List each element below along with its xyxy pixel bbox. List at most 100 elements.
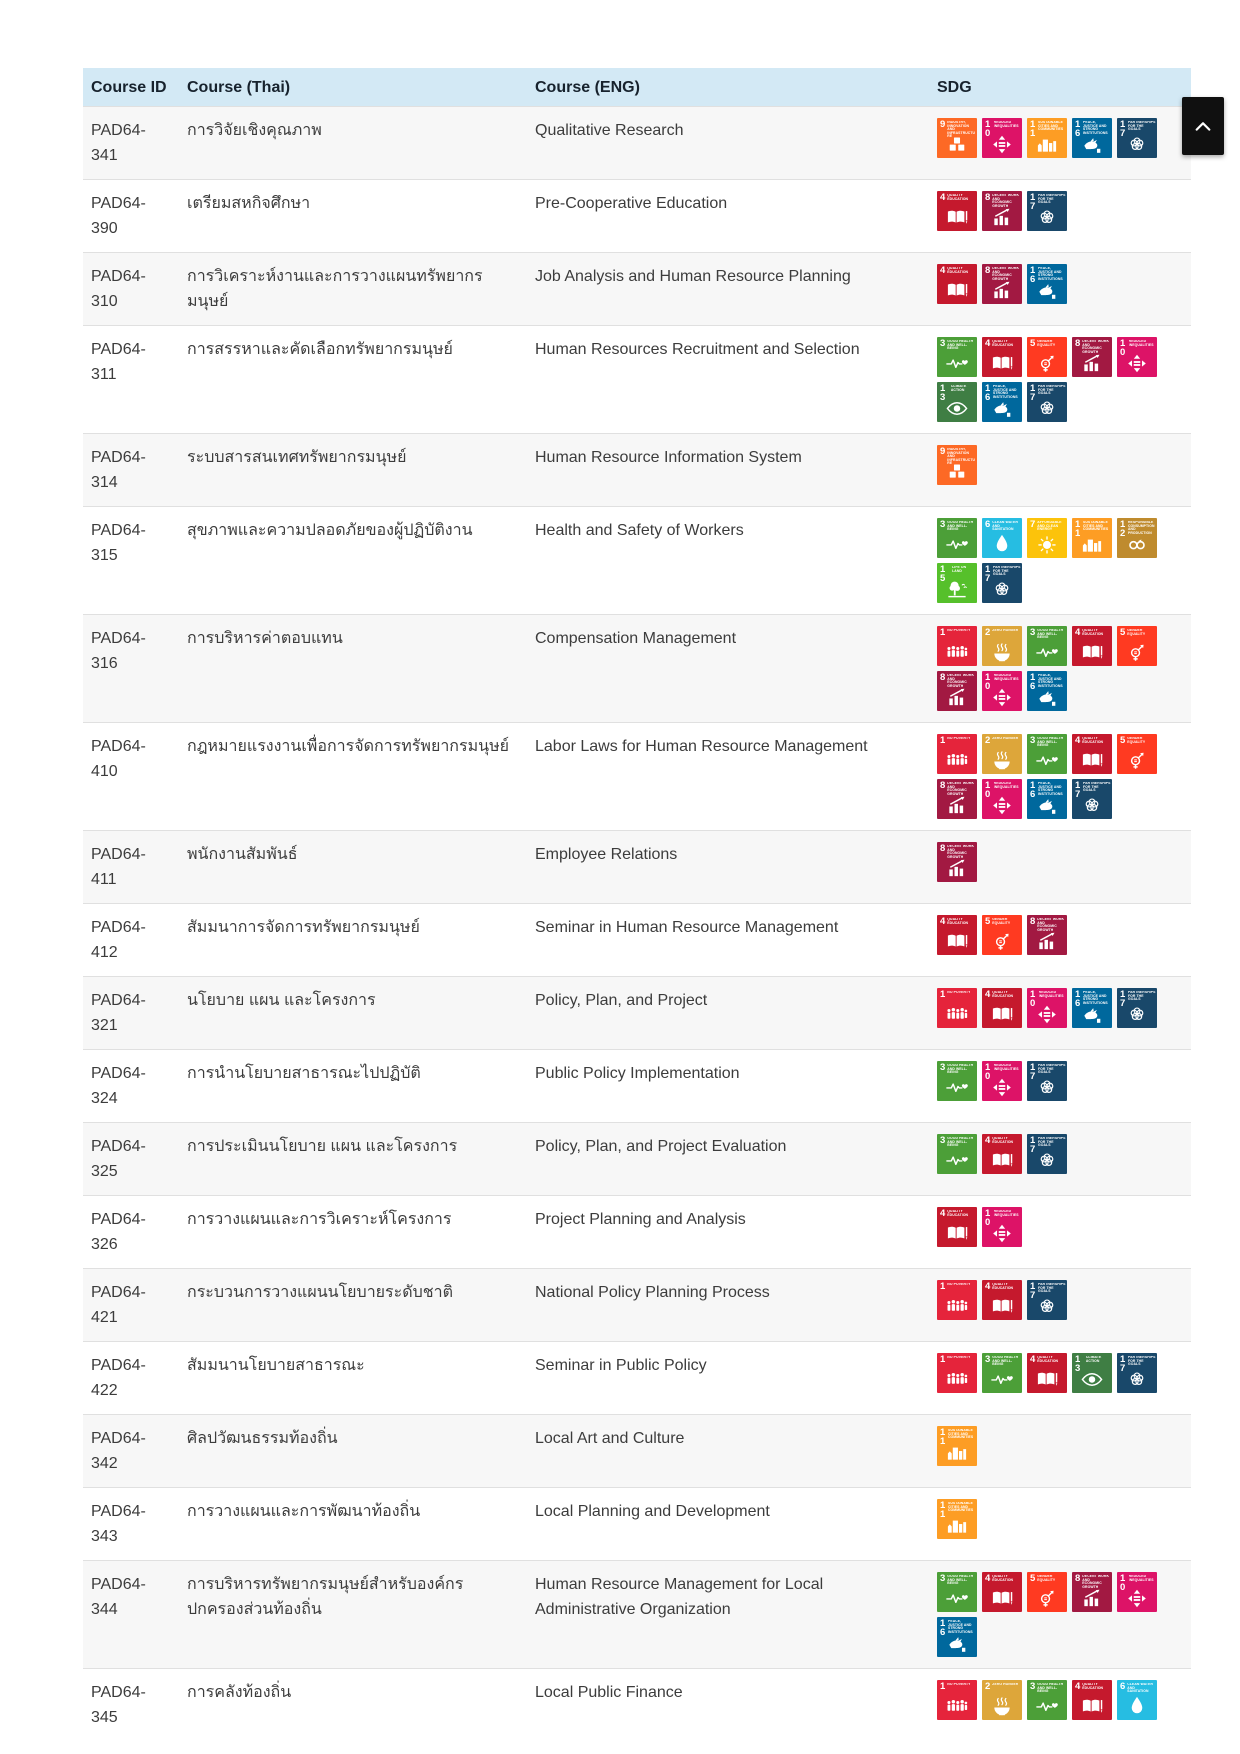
sdg-8-icon: 8 DECENT WORK AND ECONOMIC GROWTH bbox=[982, 191, 1022, 231]
sdg-11-icon: 11 SUSTAINABLE CITIES AND COMMUNITIES bbox=[1072, 518, 1112, 558]
sdg-7-icon: 7 AFFORDABLE AND CLEAN ENERGY bbox=[1027, 518, 1067, 558]
sdg-title: GOOD HEALTH AND WELL-BEING bbox=[992, 1356, 1019, 1367]
sdg-title: DECENT WORK AND ECONOMIC GROWTH bbox=[947, 845, 975, 859]
sdg-4-icon: 4 QUALITY EDUCATION bbox=[937, 191, 977, 231]
course-id-cell: PAD64-311 bbox=[83, 325, 179, 434]
sdg-cell: 3 GOOD HEALTH AND WELL-BEING 4 QUALITY EDUC… bbox=[929, 325, 1191, 434]
sdg-number: 10 bbox=[985, 780, 991, 800]
sdg-number: 1 bbox=[940, 1354, 946, 1365]
course-table-body: PAD64-341 การวิจัยเชิงคุณภาพ Qualitative R… bbox=[83, 106, 1191, 1741]
sdg-tile-header: 8 DECENT WORK AND ECONOMIC GROWTH bbox=[1072, 1572, 1112, 1589]
sdg-tile-header: 3 GOOD HEALTH AND WELL-BEING bbox=[937, 518, 977, 532]
sdg-icon-list: 3 GOOD HEALTH AND WELL-BEING 4 QUALITY EDUC… bbox=[937, 1572, 1159, 1657]
sdg-4-icon: 4 QUALITY EDUCATION bbox=[982, 337, 1022, 377]
table-row: PAD64-326 การวางแผนและการวิเคราะห์โครงการ… bbox=[83, 1195, 1191, 1269]
sdg-tile-header: 4 QUALITY EDUCATION bbox=[1072, 626, 1112, 640]
sdg-tile-header: 17 PARTNERSHIPS FOR THE GOALS bbox=[982, 563, 1022, 583]
sdg-icon-list: 3 GOOD HEALTH AND WELL-BEING 4 QUALITY EDUC… bbox=[937, 1134, 1159, 1174]
sdg-title: GOOD HEALTH AND WELL-BEING bbox=[947, 1137, 974, 1148]
sdg-tile-header: 5 GENDER EQUALITY bbox=[1027, 337, 1067, 351]
sdg-title: AFFORDABLE AND CLEAN ENERGY bbox=[1037, 521, 1062, 532]
course-id-cell: PAD64-314 bbox=[83, 433, 179, 507]
sdg-number: 2 bbox=[985, 627, 991, 638]
sdg-tile-header: 1 NO POVERTY bbox=[937, 988, 977, 1002]
course-eng-cell: Human Resource Information System bbox=[527, 433, 929, 507]
sdg-number: 10 bbox=[985, 672, 991, 692]
course-thai-cell: การนำนโยบายสาธารณะไปปฏิบัติ bbox=[179, 1049, 527, 1123]
sdg-title: NO POVERTY bbox=[947, 1356, 971, 1359]
sdg-title: SUSTAINABLE CITIES AND COMMUNITIES bbox=[948, 1429, 974, 1440]
sdg-number: 8 bbox=[1075, 338, 1081, 349]
sdg-number: 7 bbox=[1030, 519, 1036, 530]
sdg-tile-header: 4 QUALITY EDUCATION bbox=[937, 1207, 977, 1221]
scroll-to-top-button[interactable] bbox=[1182, 97, 1224, 155]
course-thai-cell: การวางแผนและการพัฒนาท้องถิ่น bbox=[179, 1487, 527, 1561]
course-id-cell: PAD64-326 bbox=[83, 1195, 179, 1269]
sdg-tile-header: 16 PEACE, JUSTICE AND STRONG INSTITUTIONS bbox=[982, 382, 1022, 402]
sdg-icon-list: 11 SUSTAINABLE CITIES AND COMMUNITIES bbox=[937, 1426, 1159, 1466]
sdg-title: QUALITY EDUCATION bbox=[992, 1283, 1014, 1290]
sdg-cell: 11 SUSTAINABLE CITIES AND COMMUNITIES bbox=[929, 1414, 1191, 1488]
sdg-17-icon: 17 PARTNERSHIPS FOR THE GOALS bbox=[1027, 1280, 1067, 1320]
sdg-tile-header: 11 SUSTAINABLE CITIES AND COMMUNITIES bbox=[1072, 518, 1112, 538]
sdg-number: 4 bbox=[940, 265, 946, 276]
sdg-8-icon: 8 DECENT WORK AND ECONOMIC GROWTH bbox=[1027, 915, 1067, 955]
sdg-tile-header: 17 PARTNERSHIPS FOR THE GOALS bbox=[1027, 1061, 1067, 1081]
sdg-6-icon: 6 CLEAN WATER AND SANITATION bbox=[982, 518, 1022, 558]
table-row: PAD64-324 การนำนโยบายสาธารณะไปปฏิบัติ Publ… bbox=[83, 1049, 1191, 1123]
sdg-6-icon: 6 CLEAN WATER AND SANITATION bbox=[1117, 1680, 1157, 1720]
sdg-5-icon: 5 GENDER EQUALITY bbox=[1117, 734, 1157, 774]
sdg-cell: 11 SUSTAINABLE CITIES AND COMMUNITIES bbox=[929, 1487, 1191, 1561]
sdg-title: INDUSTRY, INNOVATION AND INFRASTRUCTURE bbox=[947, 448, 976, 466]
sdg-11-icon: 11 SUSTAINABLE CITIES AND COMMUNITIES bbox=[1027, 118, 1067, 158]
sdg-tile-header: 4 QUALITY EDUCATION bbox=[982, 1572, 1022, 1586]
sdg-title: GOOD HEALTH AND WELL-BEING bbox=[1037, 629, 1064, 640]
sdg-tile-header: 3 GOOD HEALTH AND WELL-BEING bbox=[937, 1572, 977, 1586]
sdg-tile-header: 10 REDUCED INEQUALITIES bbox=[982, 1207, 1022, 1227]
sdg-title: REDUCED INEQUALITIES bbox=[993, 674, 1019, 681]
sdg-16-icon: 16 PEACE, JUSTICE AND STRONG INSTITUTIONS bbox=[1027, 264, 1067, 304]
sdg-title: GENDER EQUALITY bbox=[992, 918, 1011, 925]
sdg-tile-header: 17 PARTNERSHIPS FOR THE GOALS bbox=[1117, 988, 1157, 1008]
sdg-title: DECENT WORK AND ECONOMIC GROWTH bbox=[1082, 1575, 1110, 1589]
sdg-number: 6 bbox=[1120, 1681, 1126, 1692]
sdg-number: 17 bbox=[1075, 780, 1081, 800]
sdg-title: SUSTAINABLE CITIES AND COMMUNITIES bbox=[1083, 521, 1109, 532]
sdg-1-icon: 1 NO POVERTY bbox=[937, 626, 977, 666]
sdg-title: GOOD HEALTH AND WELL-BEING bbox=[947, 1575, 974, 1586]
sdg-10-icon: 10 REDUCED INEQUALITIES bbox=[982, 118, 1022, 158]
sdg-title: QUALITY EDUCATION bbox=[992, 1137, 1014, 1144]
sdg-number: 11 bbox=[1030, 119, 1036, 139]
sdg-13-icon: 13 CLIMATE ACTION bbox=[937, 382, 977, 422]
course-thai-cell: กฎหมายแรงงานเพื่อการจัดการทรัพยากรมนุษย์ bbox=[179, 722, 527, 831]
sdg-tile-header: 17 PARTNERSHIPS FOR THE GOALS bbox=[1117, 1353, 1157, 1373]
sdg-tile-header: 1 NO POVERTY bbox=[937, 1280, 977, 1294]
sdg-17-icon: 17 PARTNERSHIPS FOR THE GOALS bbox=[1117, 1353, 1157, 1393]
sdg-title: SUSTAINABLE CITIES AND COMMUNITIES bbox=[1038, 121, 1064, 132]
sdg-tile-header: 11 SUSTAINABLE CITIES AND COMMUNITIES bbox=[1027, 118, 1067, 138]
sdg-title: QUALITY EDUCATION bbox=[992, 1575, 1014, 1582]
sdg-tile-header: 13 CLIMATE ACTION bbox=[1072, 1353, 1112, 1373]
sdg-4-icon: 4 QUALITY EDUCATION bbox=[937, 1207, 977, 1247]
sdg-16-icon: 16 PEACE, JUSTICE AND STRONG INSTITUTIONS bbox=[1027, 671, 1067, 711]
sdg-10-icon: 10 REDUCED INEQUALITIES bbox=[982, 1061, 1022, 1101]
sdg-title: PEACE, JUSTICE AND STRONG INSTITUTIONS bbox=[993, 385, 1018, 399]
sdg-number: 17 bbox=[1030, 1062, 1036, 1082]
sdg-title: REDUCED INEQUALITIES bbox=[993, 1064, 1019, 1071]
sdg-title: PEACE, JUSTICE AND STRONG INSTITUTIONS bbox=[1038, 267, 1063, 281]
sdg-title: PARTNERSHIPS FOR THE GOALS bbox=[1038, 1064, 1066, 1075]
column-header-course-thai: Course (Thai) bbox=[179, 68, 527, 107]
sdg-number: 10 bbox=[1120, 338, 1126, 358]
sdg-number: 4 bbox=[1075, 735, 1081, 746]
sdg-11-icon: 11 SUSTAINABLE CITIES AND COMMUNITIES bbox=[937, 1499, 977, 1539]
course-id-cell: PAD64-324 bbox=[83, 1049, 179, 1123]
sdg-tile-header: 1 NO POVERTY bbox=[937, 734, 977, 748]
sdg-tile-header: 8 DECENT WORK AND ECONOMIC GROWTH bbox=[937, 779, 977, 796]
course-thai-cell: การวิเคราะห์งานและการวางแผนทรัพยากรมนุษย… bbox=[179, 252, 527, 326]
sdg-icon-list: 1 NO POVERTY 4 QUALITY EDUCATION 10 REDUCED I… bbox=[937, 988, 1159, 1028]
course-eng-cell: Compensation Management bbox=[527, 614, 929, 723]
course-thai-cell: สัมมนาการจัดการทรัพยากรมนุษย์ bbox=[179, 903, 527, 977]
course-id-cell: PAD64-325 bbox=[83, 1122, 179, 1196]
sdg-title: PARTNERSHIPS FOR THE GOALS bbox=[1038, 385, 1066, 396]
sdg-title: DECENT WORK AND ECONOMIC GROWTH bbox=[947, 782, 975, 796]
